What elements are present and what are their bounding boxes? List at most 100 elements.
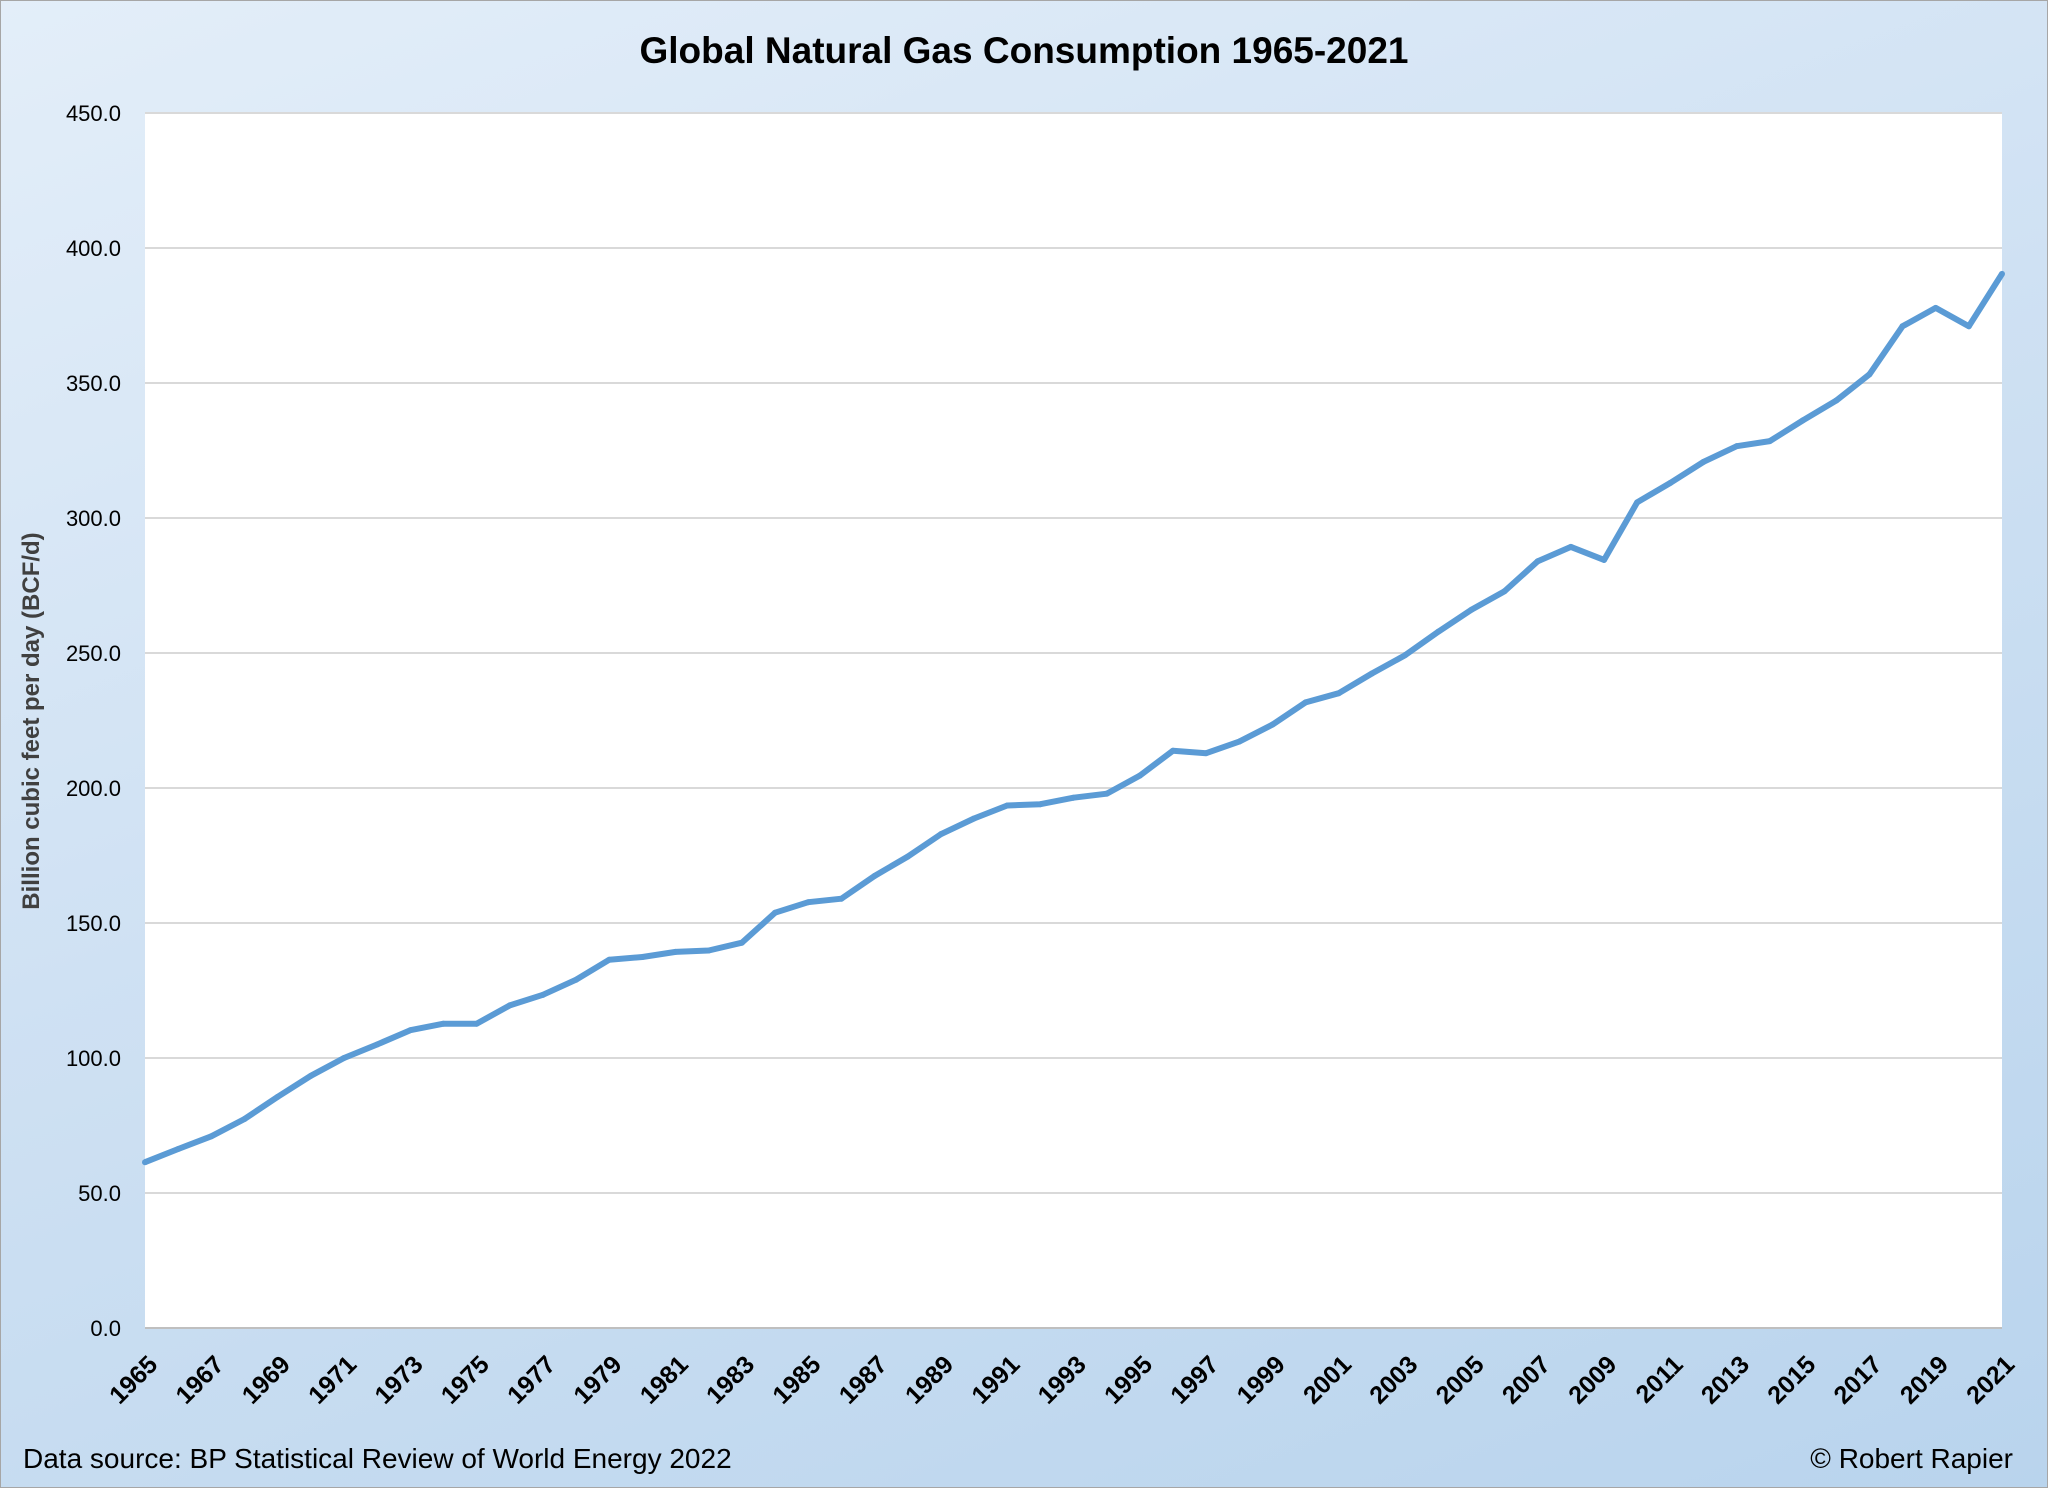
x-tick-label: 2007 <box>1497 1350 1556 1409</box>
chart-title: Global Natural Gas Consumption 1965-2021 <box>640 30 1409 71</box>
data-point-1966 <box>175 1145 182 1152</box>
x-tick-label: 2017 <box>1828 1350 1887 1409</box>
y-tick-label: 350.0 <box>66 371 121 396</box>
y-tick-label: 0.0 <box>90 1316 121 1341</box>
data-point-2012 <box>1700 458 1707 465</box>
y-tick-label: 300.0 <box>66 506 121 531</box>
x-tick-label: 1965 <box>104 1350 163 1409</box>
data-point-2016 <box>1833 397 1840 404</box>
data-point-1970 <box>307 1072 314 1079</box>
data-point-2008 <box>1567 543 1574 550</box>
data-point-1998 <box>1236 738 1243 745</box>
data-point-2011 <box>1667 479 1674 486</box>
data-point-1982 <box>705 947 712 954</box>
x-tick-label: 2005 <box>1431 1350 1490 1409</box>
x-tick-label: 1985 <box>767 1350 826 1409</box>
data-point-1988 <box>904 853 911 860</box>
data-point-1991 <box>1004 802 1011 809</box>
x-tick-label: 1995 <box>1099 1350 1158 1409</box>
data-point-1974 <box>440 1020 447 1027</box>
data-point-2004 <box>1435 628 1442 635</box>
data-point-2005 <box>1468 606 1475 613</box>
data-point-1985 <box>805 899 812 906</box>
data-point-1995 <box>1136 772 1143 779</box>
x-tick-label: 1989 <box>900 1350 959 1409</box>
x-tick-label: 2003 <box>1364 1350 1423 1409</box>
data-point-2020 <box>1965 323 1972 330</box>
x-tick-label: 1983 <box>701 1350 760 1409</box>
data-point-1972 <box>374 1041 381 1048</box>
data-point-1977 <box>539 991 546 998</box>
data-point-2015 <box>1800 417 1807 424</box>
data-point-1973 <box>407 1027 414 1034</box>
x-tick-label: 1987 <box>834 1350 893 1409</box>
data-point-1969 <box>274 1093 281 1100</box>
data-point-1990 <box>971 815 978 822</box>
data-point-2010 <box>1634 499 1641 506</box>
data-point-1967 <box>208 1133 215 1140</box>
data-source-note: Data source: BP Statistical Review of Wo… <box>23 1443 732 1474</box>
data-point-1981 <box>672 948 679 955</box>
x-tick-label: 1977 <box>502 1350 561 1409</box>
plot-area <box>145 113 2002 1328</box>
x-tick-label: 1981 <box>635 1350 694 1409</box>
x-tick-label: 2013 <box>1696 1350 1755 1409</box>
x-tick-label: 1991 <box>966 1350 1025 1409</box>
data-point-1987 <box>871 873 878 880</box>
data-point-2006 <box>1501 588 1508 595</box>
x-tick-label: 1993 <box>1033 1350 1092 1409</box>
data-point-2000 <box>1302 699 1309 706</box>
y-tick-label: 200.0 <box>66 776 121 801</box>
y-tick-label: 250.0 <box>66 641 121 666</box>
x-tick-label: 2009 <box>1563 1350 1622 1409</box>
x-tick-label: 1971 <box>303 1350 362 1409</box>
data-point-1965 <box>142 1159 148 1166</box>
x-tick-label: 1999 <box>1232 1350 1291 1409</box>
data-point-1975 <box>473 1020 480 1027</box>
data-point-1978 <box>573 976 580 983</box>
data-point-1979 <box>606 956 613 963</box>
copyright-note: © Robert Rapier <box>1810 1443 2013 1474</box>
data-point-2001 <box>1335 690 1342 697</box>
x-tick-label: 1967 <box>170 1350 229 1409</box>
x-tick-label: 1973 <box>369 1350 428 1409</box>
data-point-1976 <box>506 1002 513 1009</box>
data-point-1968 <box>241 1116 248 1123</box>
x-tick-label: 1969 <box>237 1350 296 1409</box>
data-point-2003 <box>1402 652 1409 659</box>
data-point-2013 <box>1733 443 1740 450</box>
data-point-1997 <box>1203 750 1210 757</box>
data-point-2009 <box>1601 556 1608 563</box>
x-tick-label: 2011 <box>1630 1350 1688 1408</box>
y-tick-label: 450.0 <box>66 101 121 126</box>
data-point-1984 <box>772 909 779 916</box>
data-point-1996 <box>1169 747 1176 754</box>
data-point-1971 <box>340 1055 347 1061</box>
x-tick-label: 1997 <box>1165 1350 1224 1409</box>
data-point-2007 <box>1534 558 1541 565</box>
y-tick-label: 50.0 <box>78 1181 121 1206</box>
y-axis-label: Billion cubic feet per day (BCF/d) <box>18 532 45 909</box>
data-point-2019 <box>1932 304 1939 311</box>
y-tick-label: 100.0 <box>66 1046 121 1071</box>
data-point-1992 <box>1037 801 1044 808</box>
data-point-1986 <box>838 895 845 902</box>
y-tick-label: 150.0 <box>66 911 121 936</box>
x-tick-label: 2019 <box>1895 1350 1954 1409</box>
data-point-2017 <box>1866 371 1873 378</box>
data-point-2014 <box>1766 438 1773 445</box>
data-point-2002 <box>1368 670 1375 677</box>
data-point-2021 <box>1999 270 2005 277</box>
x-tick-label: 1975 <box>436 1350 495 1409</box>
data-point-1993 <box>1070 794 1077 801</box>
x-tick-label: 2015 <box>1762 1350 1821 1409</box>
x-tick-label: 2001 <box>1298 1350 1357 1409</box>
data-point-2018 <box>1899 323 1906 330</box>
data-point-1989 <box>937 831 944 838</box>
x-tick-label: 2021 <box>1961 1350 2020 1409</box>
data-point-1999 <box>1269 721 1276 728</box>
data-point-1983 <box>738 939 745 946</box>
data-point-1994 <box>1103 790 1110 797</box>
